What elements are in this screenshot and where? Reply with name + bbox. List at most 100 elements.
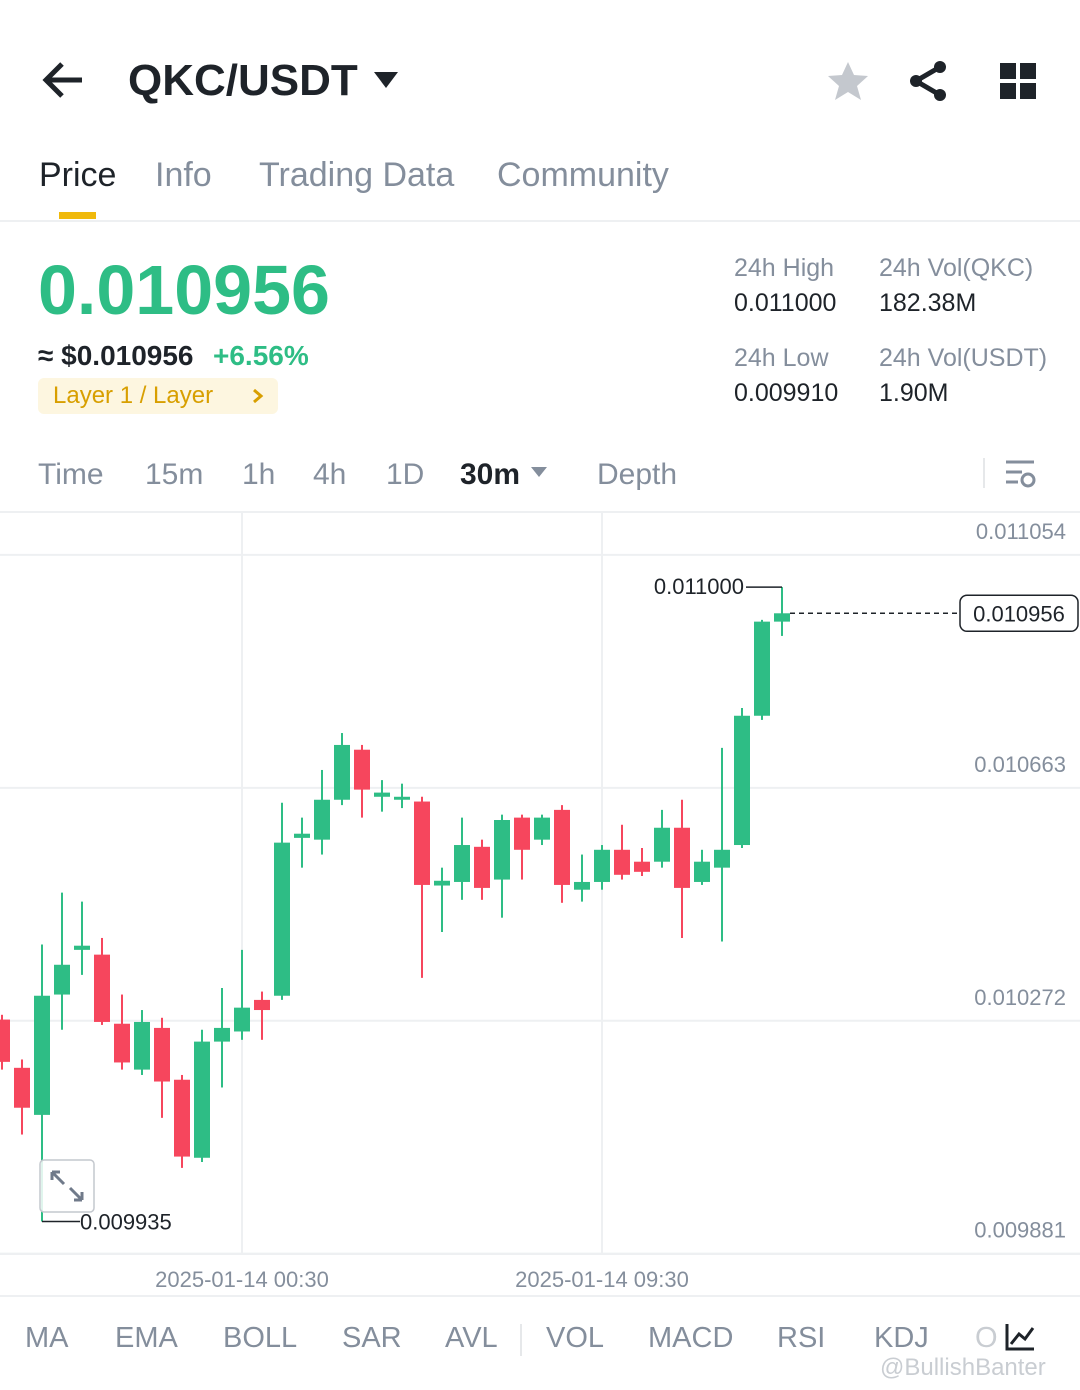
y-tick-label: 0.009881 <box>974 1218 1066 1243</box>
candle-body <box>394 796 410 800</box>
x-tick-label: 2025-01-14 09:30 <box>515 1267 689 1292</box>
tab[interactable]: Community <box>497 156 669 194</box>
interval[interactable]: 30m <box>460 458 521 491</box>
indicator[interactable]: BOLL <box>223 1322 298 1354</box>
low-label: 0.009935 <box>80 1210 172 1235</box>
indicator[interactable]: AVL <box>445 1322 498 1354</box>
stat-value: 0.009910 <box>734 379 839 407</box>
interval[interactable]: 1h <box>242 458 276 491</box>
interval[interactable]: 4h <box>313 458 347 491</box>
candle-body <box>494 820 510 880</box>
price-change: +6.56% <box>213 340 309 371</box>
indicator[interactable]: O <box>975 1322 998 1354</box>
watermark: @BullishBanter <box>880 1354 1046 1381</box>
stat-label: 24h Vol(USDT) <box>879 344 1048 372</box>
pair-title[interactable]: QKC/USDT <box>128 56 358 105</box>
candle-body <box>454 845 470 882</box>
candle-body <box>234 1007 250 1032</box>
last-price: 0.010956 <box>38 251 330 329</box>
last-price-label: 0.010956 <box>973 601 1065 626</box>
candle-body <box>334 744 350 800</box>
candle-body <box>774 613 790 622</box>
candle-body <box>554 809 570 885</box>
candle-body <box>134 1021 150 1070</box>
candle-body <box>374 792 390 797</box>
candle-body <box>94 954 110 1022</box>
stat-label: 24h High <box>734 254 835 282</box>
back-button[interactable] <box>40 60 84 100</box>
interval[interactable]: 1D <box>386 458 425 491</box>
candle-body <box>114 1023 130 1063</box>
candle-body <box>714 849 730 868</box>
high-label: 0.011000 <box>654 574 744 599</box>
candlestick-chart: 0.011054 0.010663 0.010272 0.009881 2025-01-… <box>0 511 1080 1292</box>
tab-indicator <box>59 212 96 219</box>
candle-body <box>254 999 270 1011</box>
last-price-box <box>959 594 1079 633</box>
divider <box>0 220 1080 222</box>
indicator[interactable]: VOL <box>546 1322 605 1354</box>
tab[interactable]: Info <box>155 156 212 194</box>
indicator[interactable]: SAR <box>342 1322 402 1354</box>
candle-body <box>514 817 530 850</box>
y-tick-label: 0.011054 <box>976 519 1066 544</box>
indicator[interactable]: RSI <box>777 1322 826 1354</box>
fiat-price: ≈ $0.010956 <box>38 340 194 371</box>
favorite-icon[interactable] <box>826 60 870 102</box>
candle-body <box>0 1019 10 1062</box>
stat-value: 1.90M <box>879 379 949 407</box>
interval[interactable]: Depth <box>597 458 678 491</box>
indicator[interactable]: MACD <box>648 1322 734 1354</box>
candle-body <box>294 833 310 838</box>
candle-body <box>574 881 590 890</box>
indicator[interactable]: KDJ <box>874 1322 929 1354</box>
divider <box>520 1324 522 1356</box>
expand-icon <box>50 1170 84 1202</box>
candle-body <box>74 945 90 950</box>
candle-body <box>434 880 450 886</box>
pair-dropdown[interactable] <box>372 70 400 90</box>
tag[interactable]: Layer 1 / Layer <box>53 382 214 409</box>
stat-value: 0.011000 <box>734 289 837 317</box>
share-icon[interactable] <box>906 60 950 102</box>
grid-icon[interactable] <box>1000 63 1036 99</box>
candle-body <box>34 995 50 1115</box>
expand-button[interactable] <box>39 1159 95 1213</box>
candle-body <box>154 1027 170 1082</box>
candle-body <box>654 827 670 862</box>
candle-body <box>694 861 710 882</box>
indicator[interactable]: MA <box>25 1322 69 1354</box>
divider <box>983 458 985 488</box>
candle-body <box>174 1079 190 1157</box>
indicator-settings-icon[interactable] <box>1004 1322 1036 1352</box>
candle-body <box>274 842 290 996</box>
candle-body <box>14 1067 30 1108</box>
stat-label: 24h Vol(QKC) <box>879 254 1034 282</box>
y-tick-label: 0.010272 <box>974 985 1066 1010</box>
stat-value: 182.38M <box>879 289 977 317</box>
tag-box[interactable] <box>38 378 278 414</box>
candle-body <box>734 715 750 846</box>
y-tick-label: 0.010663 <box>974 752 1066 777</box>
stat-label: 24h Low <box>734 344 829 372</box>
indicator[interactable]: EMA <box>115 1322 178 1354</box>
candle-body <box>414 801 430 885</box>
candle-body <box>634 861 650 872</box>
candle-body <box>214 1027 230 1042</box>
candle-body <box>754 621 770 716</box>
candle-body <box>674 827 690 888</box>
interval[interactable]: 15m <box>145 458 204 491</box>
tag-arrow <box>253 388 264 404</box>
chart-settings-icon[interactable] <box>1004 458 1038 488</box>
x-tick-label: 2025-01-14 00:30 <box>155 1267 329 1292</box>
tab[interactable]: Price <box>39 156 117 194</box>
tab[interactable]: Trading Data <box>259 156 455 194</box>
candle-body <box>594 849 610 882</box>
candle-body <box>54 964 70 995</box>
interval-dropdown[interactable] <box>530 466 548 478</box>
candle-body <box>354 749 370 790</box>
candle-body <box>614 849 630 875</box>
interval[interactable]: Time <box>38 458 104 491</box>
divider <box>0 1295 1080 1297</box>
candle-body <box>474 846 490 888</box>
